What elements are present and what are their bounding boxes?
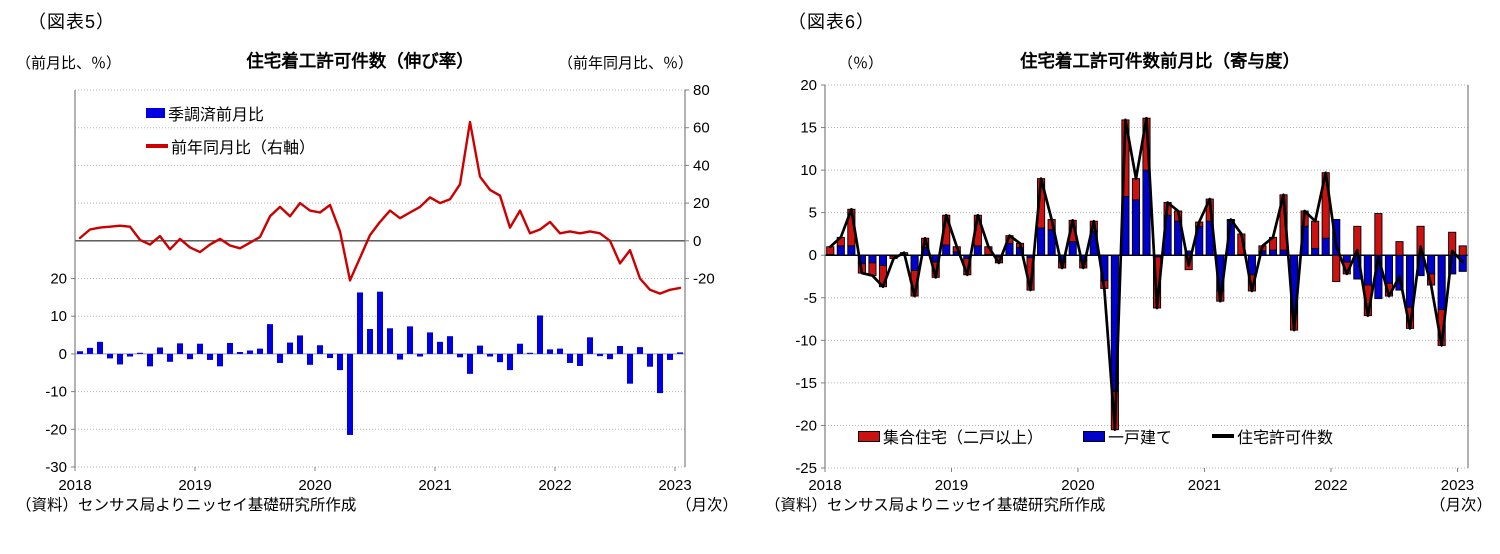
- svg-text:2022: 2022: [1314, 477, 1347, 494]
- chart2-legend-item-total: 住宅許可件数: [1212, 424, 1333, 448]
- svg-text:2023: 2023: [658, 477, 691, 494]
- blue-bar-swatch-icon: [1083, 430, 1106, 442]
- chart2-title: 住宅着工許可件数前月比（寄与度）: [1020, 51, 1300, 71]
- svg-text:-30: -30: [45, 459, 67, 476]
- svg-text:60: 60: [693, 120, 710, 137]
- svg-text:2020: 2020: [1061, 477, 1094, 494]
- svg-text:0: 0: [809, 247, 817, 264]
- svg-text:-15: -15: [795, 375, 817, 392]
- chart2-legend-multifamily-label: 集合住宅（二戸以上）: [883, 430, 1044, 447]
- red-line-swatch-icon: [146, 144, 168, 148]
- chart1-legend-line-label: 前年同月比（右軸）: [171, 140, 316, 157]
- chart1-legend: 季調済前月比 前年同月比（右軸）: [146, 101, 315, 158]
- chart1-legend-bar-label: 季調済前月比: [168, 107, 265, 124]
- chart1-frequency-note: （月次）: [675, 497, 738, 514]
- svg-text:0: 0: [693, 233, 701, 250]
- svg-text:5: 5: [809, 205, 817, 222]
- chart2-legend-item-singlefamily: 一戸建て: [1083, 424, 1172, 448]
- svg-text:15: 15: [800, 120, 817, 137]
- chart1-legend-item-line: 前年同月比（右軸）: [146, 134, 315, 158]
- svg-text:-20: -20: [693, 271, 715, 288]
- svg-text:2018: 2018: [58, 477, 91, 494]
- chart1-source: （資料）センサス局よりニッセイ基礎研究所作成: [16, 497, 357, 514]
- figure5-label: （図表5）: [28, 12, 116, 32]
- svg-text:2020: 2020: [298, 477, 331, 494]
- svg-text:10: 10: [50, 308, 67, 325]
- chart2-frequency-note: （月次）: [1429, 497, 1492, 514]
- svg-text:-25: -25: [795, 460, 817, 477]
- svg-text:20: 20: [693, 195, 710, 212]
- housing-starts-contribution-chart: -25 -20 -15 -10 -5 0 5 10 15 20 2018 2019 2020 2021 20…: [795, 77, 1474, 494]
- svg-text:2018: 2018: [808, 477, 841, 494]
- svg-text:2019: 2019: [178, 477, 211, 494]
- svg-text:-10: -10: [795, 332, 817, 349]
- chart2-legend-total-label: 住宅許可件数: [1237, 430, 1334, 447]
- red-bar-swatch-icon: [858, 430, 880, 442]
- svg-text:2019: 2019: [935, 477, 968, 494]
- svg-text:-5: -5: [804, 290, 817, 307]
- svg-text:2023: 2023: [1441, 477, 1474, 494]
- chart1-right-axis-unit: （前年同月比、％）: [557, 55, 693, 72]
- svg-text:-20: -20: [45, 421, 67, 438]
- blue-bar-swatch-icon: [146, 108, 165, 118]
- svg-text:20: 20: [50, 271, 67, 288]
- svg-text:40: 40: [693, 157, 710, 174]
- black-line-swatch-icon: [1212, 434, 1235, 438]
- svg-text:2021: 2021: [418, 477, 451, 494]
- svg-text:20: 20: [800, 77, 817, 94]
- svg-text:-10: -10: [45, 384, 67, 401]
- figure6-label: （図表6）: [788, 12, 876, 32]
- housing-starts-growth-chart: 20 10 0 -10 -20 -30 80 60 40 20 0 -20 2018 2019 2020 20…: [45, 82, 715, 494]
- chart2-source: （資料）センサス局よりニッセイ基礎研究所作成: [765, 497, 1106, 514]
- chart2-y-axis-unit: （％）: [838, 55, 884, 72]
- svg-text:0: 0: [59, 346, 67, 363]
- svg-text:80: 80: [693, 82, 710, 99]
- svg-text:10: 10: [800, 162, 817, 179]
- chart1-left-axis-unit: （前月比、％）: [16, 55, 122, 72]
- chart2-legend: 集合住宅（二戸以上） 一戸建て 住宅許可件数: [858, 424, 1333, 448]
- svg-text:2022: 2022: [538, 477, 571, 494]
- chart2-legend-singlefamily-label: 一戸建て: [1108, 430, 1173, 447]
- chart1-title: 住宅着工許可件数（伸び率）: [246, 51, 474, 71]
- chart1-legend-item-bar: 季調済前月比: [146, 101, 315, 125]
- chart2-legend-item-multifamily: 集合住宅（二戸以上）: [858, 424, 1043, 448]
- svg-text:2021: 2021: [1188, 477, 1221, 494]
- svg-text:-20: -20: [795, 417, 817, 434]
